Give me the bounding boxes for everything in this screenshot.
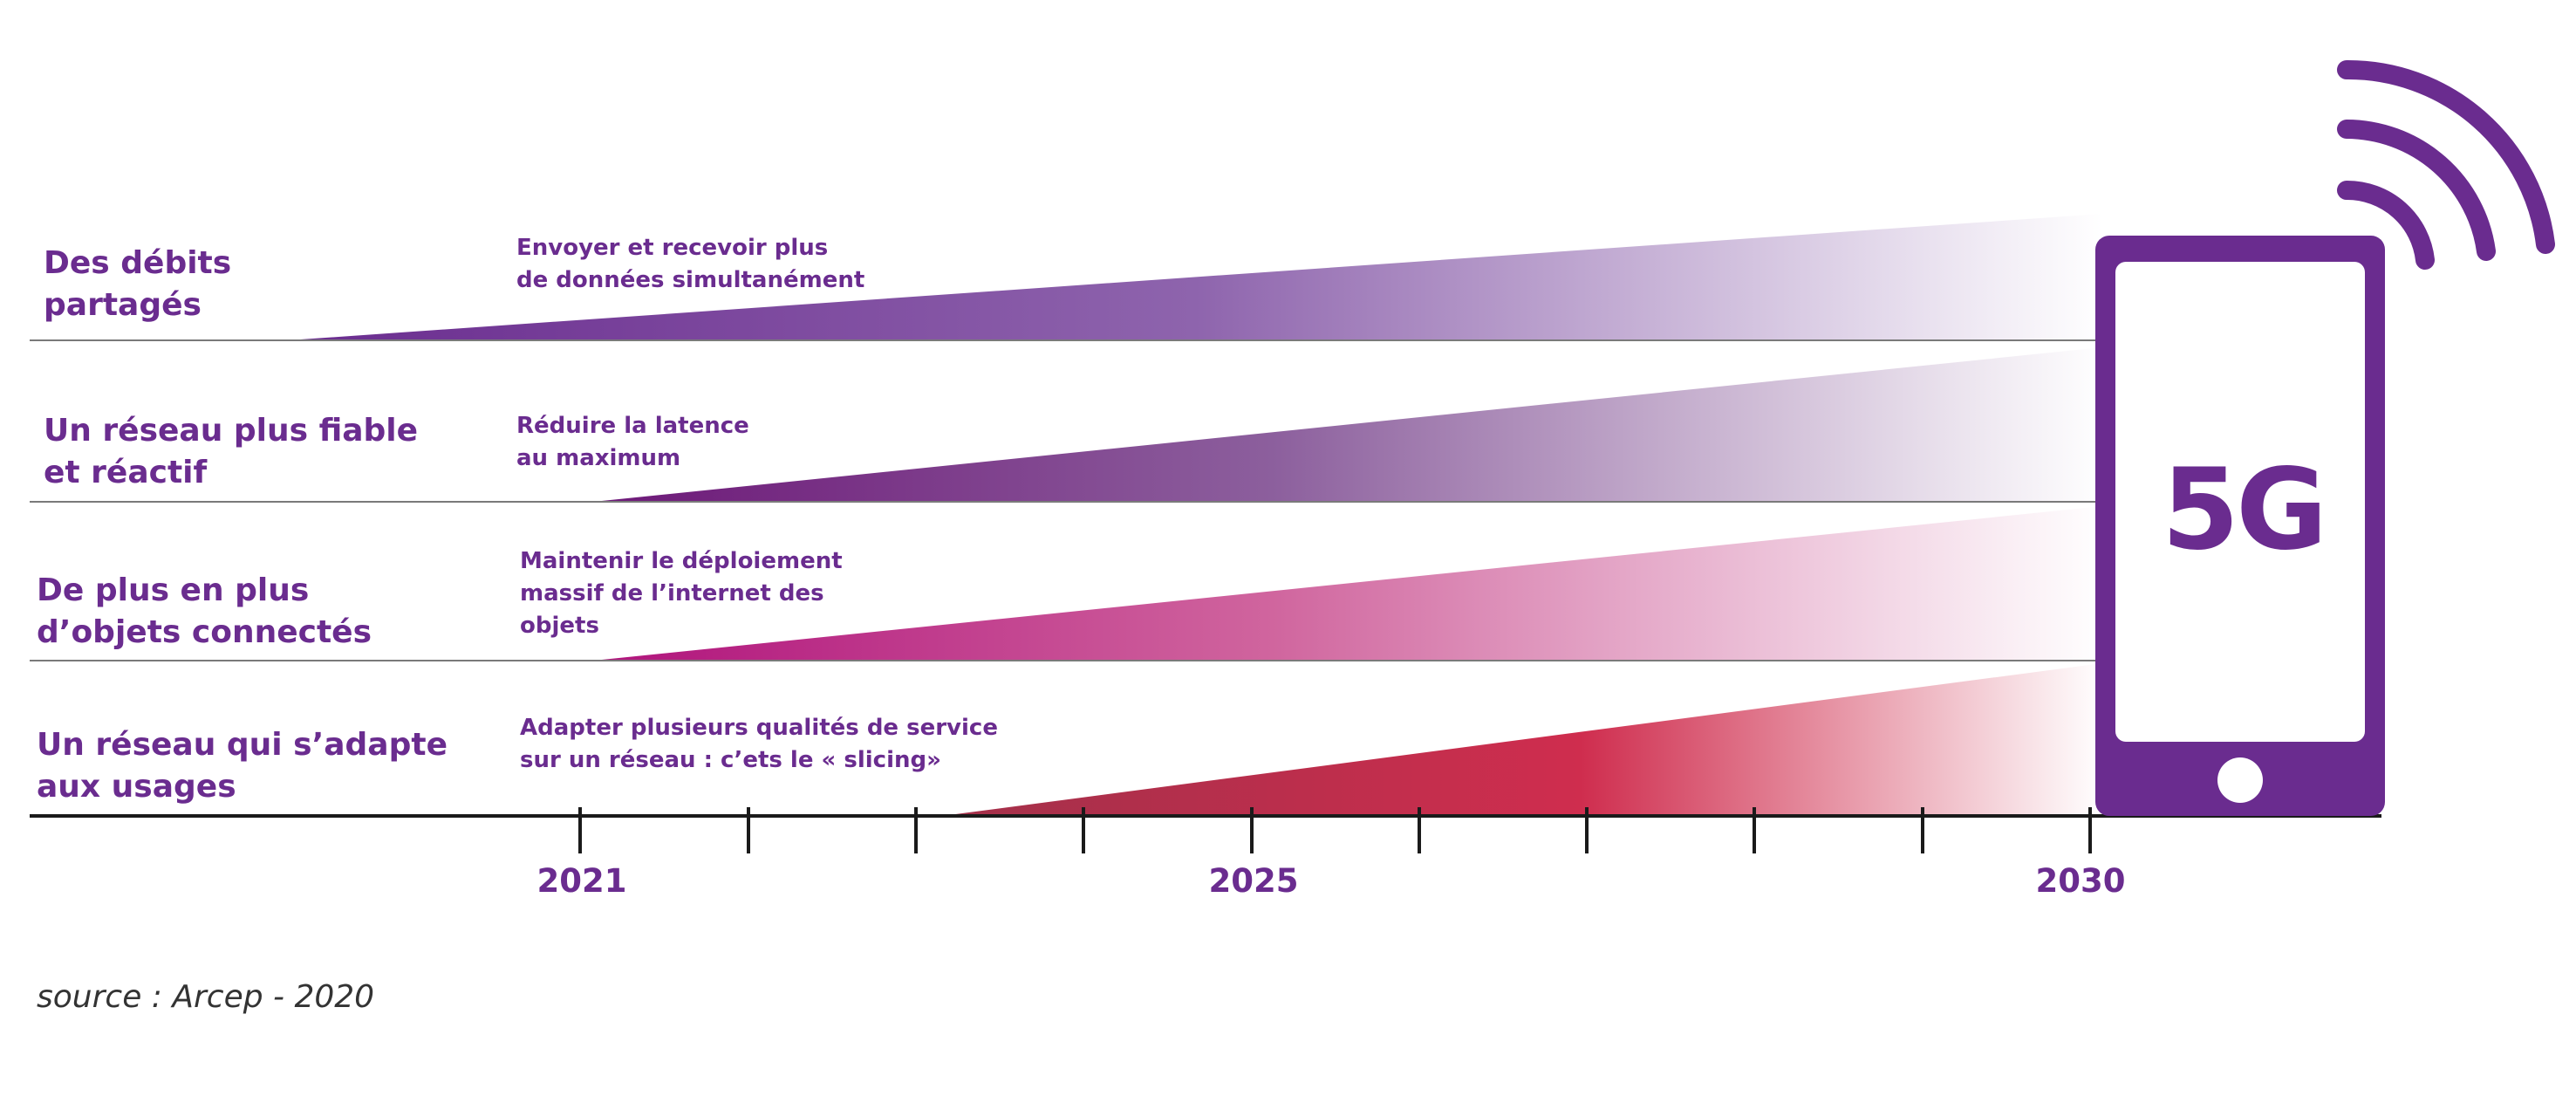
phone-screen bbox=[2115, 262, 2365, 742]
row-desc-line: massif de l’internet des bbox=[520, 580, 824, 606]
phone-home-button bbox=[2217, 757, 2263, 803]
row-desc-objets: Maintenir le déploiement massif de l’int… bbox=[520, 545, 843, 642]
signal-arc-small bbox=[2337, 180, 2435, 270]
row-title-line: De plus en plus bbox=[37, 572, 310, 608]
signal-arc-large bbox=[2337, 59, 2555, 254]
wedge-objets bbox=[593, 506, 2102, 661]
wedge-debits bbox=[288, 214, 2102, 340]
wedge-latence bbox=[593, 347, 2102, 502]
row-title-line: partagés bbox=[44, 287, 202, 323]
row-title-line: et réactif bbox=[44, 455, 208, 490]
smartphone-icon bbox=[2095, 236, 2385, 816]
year-label-2030: 2030 bbox=[2035, 862, 2126, 900]
source-caption: source : Arcep - 2020 bbox=[37, 979, 375, 1015]
row-desc-line: Envoyer et recevoir plus bbox=[516, 235, 829, 261]
signal-arc-medium bbox=[2337, 120, 2496, 261]
row-title-debits: Des débits partagés bbox=[44, 243, 231, 326]
signal-icon bbox=[2337, 59, 2555, 270]
row-title-line: aux usages bbox=[37, 769, 236, 805]
row-title-line: Un réseau qui s’adapte bbox=[37, 727, 448, 763]
row-desc-line: Adapter plusieurs qualités de service bbox=[520, 715, 998, 741]
year-label-2021: 2021 bbox=[536, 862, 627, 900]
row-title-latence: Un réseau plus fiable et réactif bbox=[44, 410, 418, 494]
row-title-line: Des débits bbox=[44, 245, 232, 281]
row-desc-line: de données simultanément bbox=[516, 267, 865, 293]
row-desc-line: sur un réseau : c’ets le « slicing» bbox=[520, 747, 941, 773]
row-desc-slicing: Adapter plusieurs qualités de service su… bbox=[520, 712, 998, 777]
row-desc-debits: Envoyer et recevoir plus de données simu… bbox=[516, 232, 864, 297]
phone-5g-label: 5G bbox=[2162, 445, 2327, 575]
row-desc-line: Réduire la latence bbox=[516, 413, 749, 439]
row-desc-line: Maintenir le déploiement bbox=[520, 548, 843, 574]
row-title-line: d’objets connectés bbox=[37, 614, 372, 650]
row-desc-latence: Réduire la latence au maximum bbox=[516, 410, 749, 475]
row-title-line: Un réseau plus fiable bbox=[44, 413, 419, 449]
timeline-ticks bbox=[578, 807, 2092, 853]
row-desc-line: objets bbox=[520, 613, 599, 639]
wedge-slicing bbox=[942, 663, 2102, 816]
row-title-slicing: Un réseau qui s’adapte aux usages bbox=[37, 724, 448, 808]
row-title-objets: De plus en plus d’objets connectés bbox=[37, 570, 372, 654]
row-desc-line: au maximum bbox=[516, 445, 681, 471]
year-label-2025: 2025 bbox=[1208, 862, 1299, 900]
